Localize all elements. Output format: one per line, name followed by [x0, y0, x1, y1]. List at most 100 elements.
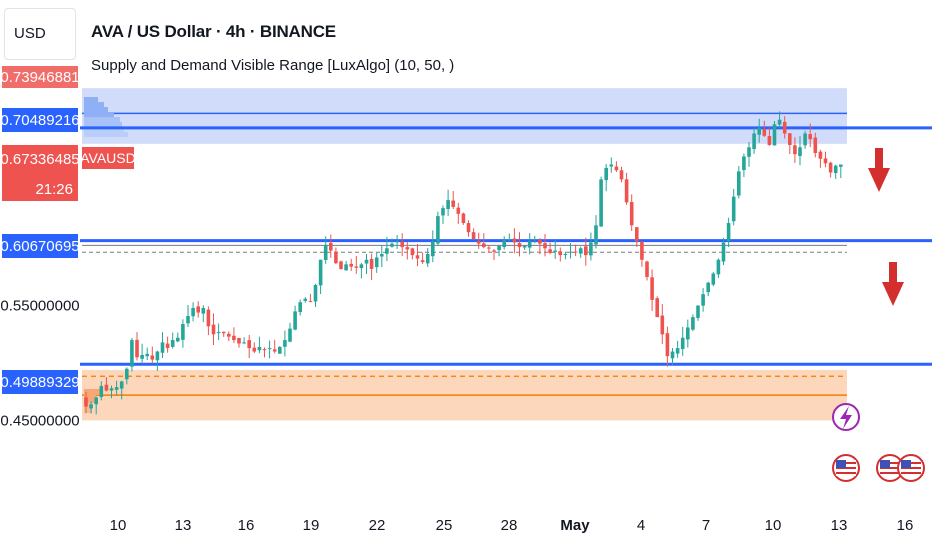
candle	[349, 258, 353, 271]
candle	[237, 337, 241, 348]
candle	[431, 230, 435, 263]
candle-body	[272, 349, 277, 352]
candle-body	[604, 167, 608, 181]
candle	[604, 163, 608, 192]
candle-body	[334, 251, 338, 264]
candle-body	[614, 166, 619, 171]
candle	[492, 248, 496, 261]
candle	[517, 232, 522, 257]
candle	[696, 304, 700, 321]
y-tick-label: 0.45000000	[0, 412, 79, 429]
candle	[165, 336, 170, 353]
x-tick-label: 4	[637, 517, 645, 534]
candle	[609, 157, 614, 173]
candle	[670, 347, 675, 366]
candle-body	[436, 216, 440, 244]
price-tag-support: 0.49889329	[0, 370, 80, 394]
candle	[502, 236, 506, 250]
candle	[278, 346, 282, 354]
candle-body	[594, 225, 598, 245]
candle-body	[742, 156, 746, 171]
candle	[731, 188, 736, 226]
candle	[369, 253, 374, 281]
candle-body	[660, 315, 665, 335]
candle	[267, 340, 272, 359]
candle-body	[303, 298, 308, 301]
x-tick-label: 16	[238, 517, 255, 534]
candle	[359, 262, 364, 279]
candle	[584, 237, 588, 266]
candle-body	[170, 340, 175, 347]
candle	[283, 330, 287, 357]
candle	[538, 238, 542, 255]
currency-selector[interactable]: USD	[4, 8, 76, 60]
demand-profile-bar	[84, 389, 100, 395]
candle-body	[538, 239, 542, 244]
us-flag-icon[interactable]	[897, 454, 925, 482]
candle-body	[543, 243, 547, 249]
candle-body	[650, 277, 654, 300]
candle	[839, 164, 843, 179]
candle-body	[135, 339, 139, 358]
supply-profile-bar	[84, 112, 114, 117]
candle	[553, 239, 557, 259]
candle-body	[752, 133, 756, 150]
candle	[686, 319, 690, 348]
down-arrow-icon	[868, 148, 890, 192]
price-tag-middle: 0.60670695	[0, 234, 80, 258]
candle-body	[125, 368, 129, 380]
us-flag-icon[interactable]	[832, 454, 860, 482]
candle	[125, 367, 129, 385]
candle-body	[691, 317, 695, 330]
candle	[400, 233, 404, 257]
candle	[578, 246, 583, 258]
indicator-label[interactable]: Supply and Demand Visible Range [LuxAlgo…	[91, 57, 455, 74]
supply-zone	[82, 88, 847, 144]
candle	[176, 332, 180, 343]
candle	[747, 141, 751, 167]
candle-body	[323, 244, 328, 260]
candle-body	[395, 241, 399, 243]
candle-body	[262, 349, 267, 351]
demand-profile-bar	[84, 395, 96, 403]
candle-body	[374, 257, 379, 268]
candle-body	[405, 247, 410, 250]
candle-body	[211, 324, 216, 335]
candle	[446, 189, 450, 216]
candle	[181, 319, 185, 348]
candle	[84, 391, 88, 414]
currency-label: USD	[14, 25, 46, 42]
candle-body	[155, 351, 160, 361]
candle-body	[808, 134, 812, 140]
candle	[726, 217, 731, 247]
candle	[344, 260, 348, 271]
candle	[798, 136, 802, 166]
candle	[130, 337, 134, 372]
candle-body	[645, 261, 649, 277]
flash-icon[interactable]	[832, 403, 860, 431]
candle-body	[471, 232, 476, 240]
candle-body	[181, 324, 185, 340]
supply-profile-bar	[84, 122, 122, 127]
candle-body	[558, 251, 563, 256]
candle-body	[701, 294, 705, 306]
candle-body	[221, 331, 226, 334]
candle	[145, 347, 149, 361]
candle-body	[227, 333, 231, 337]
candle	[232, 327, 236, 344]
candle-body	[89, 404, 93, 409]
candle	[767, 127, 772, 146]
candle-body	[635, 227, 639, 242]
candle-body	[568, 251, 573, 253]
candle	[614, 161, 619, 173]
candle	[288, 322, 292, 343]
chart-title: AVA / US Dollar · 4h · BINANCE	[91, 22, 336, 41]
candle-body	[456, 207, 461, 214]
candle	[390, 238, 394, 248]
candle-body	[201, 307, 206, 314]
candle-body	[609, 164, 614, 167]
candle	[160, 332, 165, 359]
x-tick-label: May	[560, 517, 590, 534]
